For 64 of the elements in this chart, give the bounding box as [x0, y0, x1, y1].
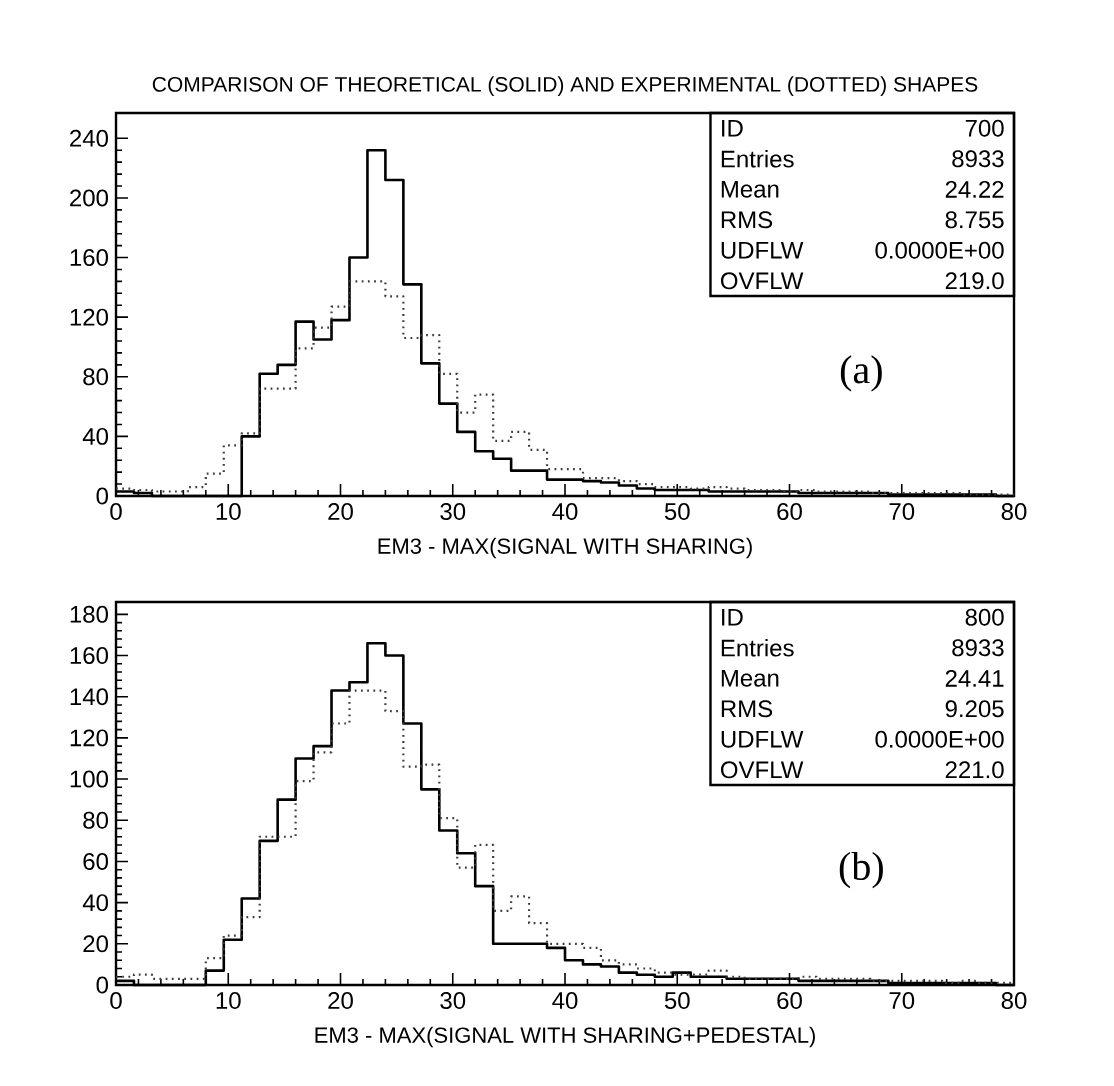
annotation: ID: [722, 120, 743, 137]
x-tick-label: 10: [216, 503, 241, 521]
y-tick-label: 40: [82, 894, 109, 912]
annotation: 0.0000E+00: [875, 730, 1004, 748]
x-tick-label: 20: [328, 992, 353, 1010]
y-tick-label: 40: [82, 427, 109, 445]
annotation: 800: [965, 608, 1004, 626]
annotation: OVFLW: [720, 761, 804, 779]
y-tick-label: 20: [83, 935, 109, 953]
y-tick-label: 200: [70, 189, 109, 207]
y-tick-label: 120: [70, 729, 109, 747]
annotation: 24.41: [945, 669, 1004, 687]
annotation: RMS: [721, 700, 773, 718]
annotation: Mean: [721, 669, 779, 687]
y-tick-label: 80: [83, 811, 109, 829]
y-tick-label: 140: [70, 688, 109, 706]
annotation: 219.0: [945, 272, 1004, 290]
chart-title: COMPARISON OF THEORETICAL (SOLID) AND EXPERIMENTAL (DOTTED) SHAPES: [152, 76, 978, 96]
annotation: Entries: [721, 638, 794, 657]
annotation: Entries: [721, 149, 794, 168]
annotation: OVFLW: [720, 272, 804, 290]
y-tick-label: 60: [83, 852, 109, 870]
annotation: 24.22: [945, 180, 1004, 198]
annotation: (a): [840, 355, 882, 392]
y-tick-label: 0: [96, 976, 109, 994]
y-tick-label: 240: [70, 129, 109, 147]
annotation: 0.0000E+00: [875, 241, 1004, 259]
y-tick-label: 120: [70, 308, 109, 326]
x-tick-label: 80: [1001, 503, 1027, 521]
x-tick-label: 10: [216, 992, 241, 1010]
x-tick-label: 70: [889, 992, 915, 1010]
annotation: 8.755: [945, 211, 1004, 229]
annotation: 700: [965, 119, 1004, 137]
y-tick-label: 160: [70, 647, 109, 665]
annotation: 221.0: [945, 761, 1004, 779]
x-tick-label: 30: [440, 503, 466, 521]
annotation: 8933: [952, 639, 1004, 657]
annotation: RMS: [721, 211, 773, 229]
annotation: 9.205: [945, 700, 1004, 718]
x-tick-label: 60: [777, 503, 802, 521]
y-tick-label: 0: [96, 487, 109, 505]
annotation: 8933: [952, 150, 1004, 168]
x-tick-label: 0: [110, 503, 122, 521]
x-tick-label: 50: [664, 503, 690, 521]
x-tick-label: 70: [889, 503, 915, 521]
y-tick-label: 160: [70, 249, 109, 267]
x-tick-label: 0: [110, 992, 122, 1010]
y-tick-label: 100: [70, 770, 109, 788]
x-tick-label: 40: [552, 503, 578, 521]
y-tick-label: 180: [70, 605, 109, 623]
x-tick-label: 20: [328, 503, 353, 521]
annotation: UDFLW: [721, 730, 804, 748]
x-tick-label: 80: [1001, 992, 1027, 1010]
annotation: UDFLW: [721, 241, 804, 259]
x-axis-title: EM3 - MAX(SIGNAL WITH SHARING+PEDESTAL): [315, 1026, 815, 1048]
x-tick-label: 50: [664, 992, 690, 1010]
x-axis-title: EM3 - MAX(SIGNAL WITH SHARING): [378, 537, 752, 559]
y-tick-label: 80: [83, 368, 109, 386]
annotation: ID: [722, 609, 743, 626]
annotation: (b): [839, 851, 883, 889]
x-tick-label: 60: [777, 992, 802, 1010]
annotation: Mean: [721, 180, 779, 198]
x-tick-label: 30: [440, 992, 466, 1010]
x-tick-label: 40: [552, 992, 578, 1010]
